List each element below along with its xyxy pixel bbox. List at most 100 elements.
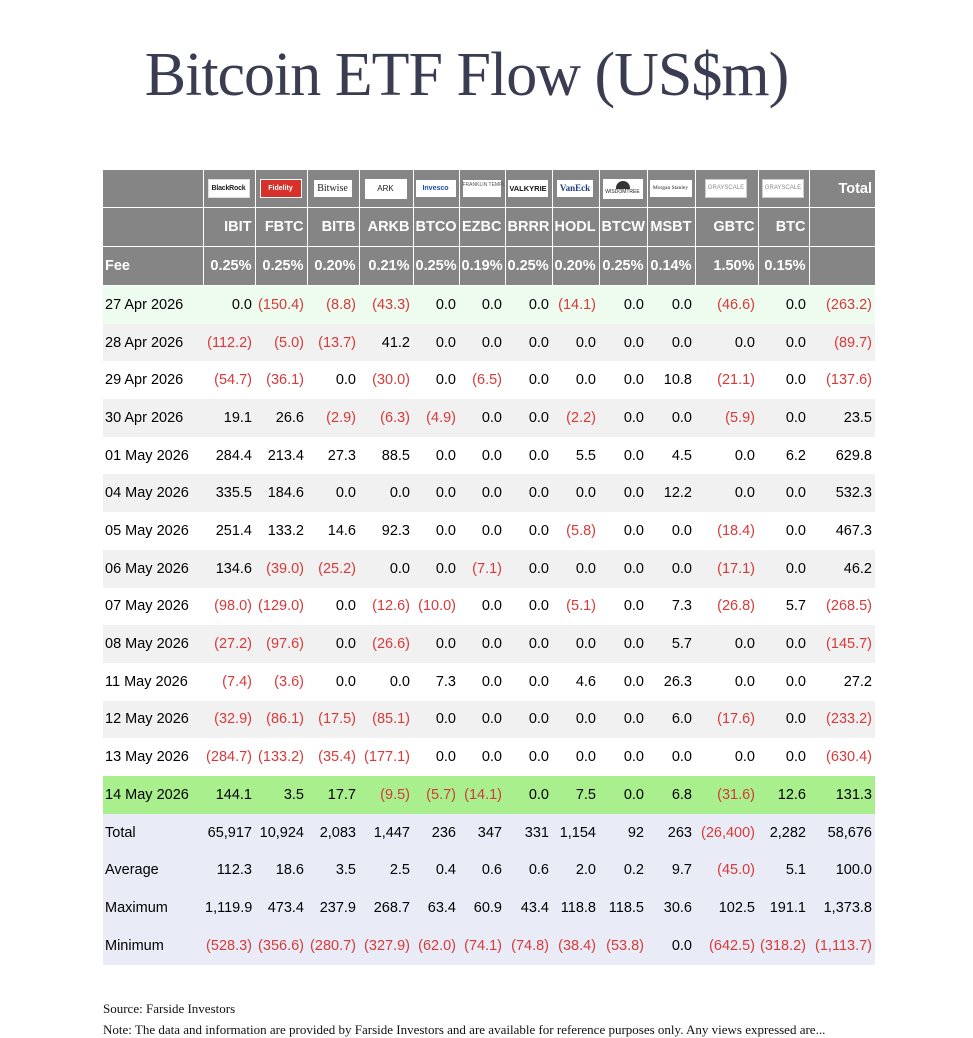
flow-value-cell: (5.9) xyxy=(695,399,758,437)
flow-value-cell: 0.0 xyxy=(599,399,647,437)
flow-value-cell: 0.0 xyxy=(505,662,552,701)
flow-value-cell: (150.4) xyxy=(255,285,307,324)
daily-flow-row: 13 May 2026 (284.7) (133.2) (35.4) (177.1) 0.… xyxy=(103,738,875,776)
ticker-header: HODL xyxy=(552,207,600,247)
daily-flow-row: 30 Apr 2026 19.1 26.6 (2.9) (6.3) (4.9) 0.0 0.0… xyxy=(103,399,875,437)
flow-value-cell: 0.0 xyxy=(695,662,758,701)
flow-value-cell: 0.0 xyxy=(505,700,552,739)
flow-value-cell: (36.1) xyxy=(255,361,307,400)
total-flow-cell: (145.7) xyxy=(809,625,875,663)
flow-value-cell: (26.6) xyxy=(359,625,413,663)
flow-value-cell: 236 xyxy=(413,813,459,852)
flow-value-cell: 134.6 xyxy=(203,549,255,588)
flow-value-cell: 0.0 xyxy=(599,775,647,814)
ticker-header: FBTC xyxy=(255,207,308,247)
flow-value-cell: 0.0 xyxy=(413,549,459,588)
flow-value-cell: 0.0 xyxy=(505,323,552,362)
flow-value-cell: (112.2) xyxy=(203,323,255,362)
flow-value-cell: 0.0 xyxy=(647,512,695,550)
flow-value-cell: 0.0 xyxy=(505,775,552,814)
ticker-header: ARKB xyxy=(359,207,414,247)
flow-value-cell: (356.6) xyxy=(255,927,307,965)
flow-value-cell: (528.3) xyxy=(203,927,255,965)
summary-row: Average 112.3 18.6 3.5 2.5 0.4 0.6 0.6 2.0 0.2 9.7… xyxy=(103,851,875,890)
flow-value-cell: 0.0 xyxy=(459,662,505,701)
flow-value-cell: 0.0 xyxy=(459,474,505,513)
fee-cell: 1.50% xyxy=(695,246,759,286)
flow-value-cell: (284.7) xyxy=(203,738,255,776)
flow-value-cell: 7.3 xyxy=(413,662,459,701)
flow-value-cell: 0.6 xyxy=(505,851,552,890)
bitwise-logo-icon: Bitwise xyxy=(313,180,352,197)
flow-value-cell: 0.0 xyxy=(647,927,695,965)
ticker-row: IBIT FBTC BITB ARKB BTCO EZBC BRRR HODL … xyxy=(103,207,875,247)
daily-flow-row: 29 Apr 2026 (54.7) (36.1) 0.0 (30.0) 0.0 (6.5)… xyxy=(103,361,875,400)
flow-value-cell: (5.8) xyxy=(552,512,599,550)
flow-value-cell: 0.0 xyxy=(413,474,459,513)
flow-value-cell: (25.2) xyxy=(307,549,359,588)
issuer-logo-cell: Invesco xyxy=(413,170,460,208)
summary-row: Total 65,917 10,924 2,083 1,447 236 347 331 1,15… xyxy=(103,813,875,852)
flow-value-cell: 0.0 xyxy=(758,512,809,550)
flow-value-cell: 0.0 xyxy=(459,700,505,739)
flow-value-cell: 0.0 xyxy=(552,323,599,362)
flow-value-cell: (6.3) xyxy=(359,399,413,437)
flow-value-cell: 92.3 xyxy=(359,512,413,550)
flow-value-cell: 0.0 xyxy=(505,399,552,437)
flow-value-cell: (21.1) xyxy=(695,361,758,400)
issuer-logo-cell: Bitwise xyxy=(307,170,360,208)
flow-value-cell: (327.9) xyxy=(359,927,413,965)
flow-value-cell: 2,282 xyxy=(758,813,809,852)
flow-value-cell: 0.0 xyxy=(647,323,695,362)
flow-value-cell: 27.3 xyxy=(307,436,359,475)
flow-value-cell: 0.0 xyxy=(647,285,695,324)
fee-cell: 0.25% xyxy=(255,246,308,286)
summary-row: Minimum (528.3) (356.6) (280.7) (327.9) (62.0… xyxy=(103,927,875,965)
flow-value-cell: (62.0) xyxy=(413,927,459,965)
date-cell: 27 Apr 2026 xyxy=(103,285,203,324)
flow-value-cell: (39.0) xyxy=(255,549,307,588)
flow-value-cell: 63.4 xyxy=(413,889,459,928)
flow-value-cell: (27.2) xyxy=(203,625,255,663)
flow-value-cell: 0.0 xyxy=(758,662,809,701)
total-flow-cell: (1,113.7) xyxy=(809,927,875,965)
summary-row: Maximum 1,119.9 473.4 237.9 268.7 63.4 60.9 43.… xyxy=(103,889,875,928)
flow-value-cell: 5.1 xyxy=(758,851,809,890)
flow-value-cell: 0.0 xyxy=(413,285,459,324)
flow-value-cell: (5.1) xyxy=(552,587,599,626)
flow-value-cell: 10,924 xyxy=(255,813,307,852)
flow-value-cell: (46.6) xyxy=(695,285,758,324)
flow-value-cell: 0.0 xyxy=(413,323,459,362)
flow-value-cell: 5.5 xyxy=(552,436,599,475)
flow-value-cell: 4.6 xyxy=(552,662,599,701)
franklin-templeton-logo-icon: FRANKLIN TEMPLETON xyxy=(462,180,504,197)
page-title: Bitcoin ETF Flow (US$m) xyxy=(144,41,790,109)
grayscale-logo-icon: GRAYSCALE xyxy=(705,179,747,198)
flow-value-cell: 0.0 xyxy=(413,436,459,475)
flow-value-cell: 184.6 xyxy=(255,474,307,513)
ticker-header: IBIT xyxy=(203,207,256,247)
flow-value-cell: 10.8 xyxy=(647,361,695,400)
total-flow-cell: 1,373.8 xyxy=(809,889,875,928)
fee-cell: 0.25% xyxy=(505,246,553,286)
fee-cell: 0.25% xyxy=(203,246,256,286)
flow-value-cell: (74.1) xyxy=(459,927,505,965)
total-flow-cell: 100.0 xyxy=(809,851,875,890)
flow-value-cell: 0.0 xyxy=(505,474,552,513)
total-flow-cell: 467.3 xyxy=(809,512,875,550)
total-flow-cell: (89.7) xyxy=(809,323,875,362)
flow-table-body: 27 Apr 2026 0.0 (150.4) (8.8) (43.3) 0.0 0.0 0.… xyxy=(103,285,875,965)
flow-value-cell: 0.0 xyxy=(552,549,599,588)
date-cell: 14 May 2026 xyxy=(103,775,203,814)
flow-value-cell: 144.1 xyxy=(203,775,255,814)
flow-value-cell: (31.6) xyxy=(695,775,758,814)
flow-value-cell: (97.6) xyxy=(255,625,307,663)
fee-cell: 0.20% xyxy=(307,246,360,286)
flow-value-cell: 0.0 xyxy=(758,285,809,324)
ticker-total-cell xyxy=(809,207,875,247)
issuer-logo-cell: FRANKLIN TEMPLETON xyxy=(459,170,506,208)
date-cell: 04 May 2026 xyxy=(103,474,203,513)
date-cell: 13 May 2026 xyxy=(103,738,203,776)
date-cell: 08 May 2026 xyxy=(103,625,203,663)
flow-value-cell: (8.8) xyxy=(307,285,359,324)
